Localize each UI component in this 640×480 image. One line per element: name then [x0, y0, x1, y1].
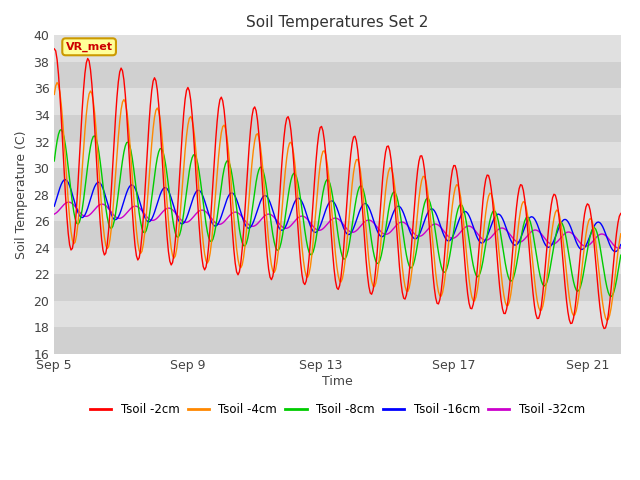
- Bar: [54, 36, 621, 62]
- Bar: [54, 88, 621, 115]
- X-axis label: Time: Time: [322, 374, 353, 387]
- Bar: [54, 221, 621, 248]
- Bar: [54, 194, 621, 221]
- Bar: [54, 274, 621, 301]
- Bar: [54, 168, 621, 194]
- Title: Soil Temperatures Set 2: Soil Temperatures Set 2: [246, 15, 429, 30]
- Bar: [54, 327, 621, 354]
- Bar: [54, 62, 621, 88]
- Bar: [54, 301, 621, 327]
- Y-axis label: Soil Temperature (C): Soil Temperature (C): [15, 131, 28, 259]
- Bar: [54, 115, 621, 142]
- Bar: [54, 248, 621, 274]
- Bar: [54, 142, 621, 168]
- Legend: Tsoil -2cm, Tsoil -4cm, Tsoil -8cm, Tsoil -16cm, Tsoil -32cm: Tsoil -2cm, Tsoil -4cm, Tsoil -8cm, Tsoi…: [85, 398, 590, 420]
- Text: VR_met: VR_met: [66, 42, 113, 52]
